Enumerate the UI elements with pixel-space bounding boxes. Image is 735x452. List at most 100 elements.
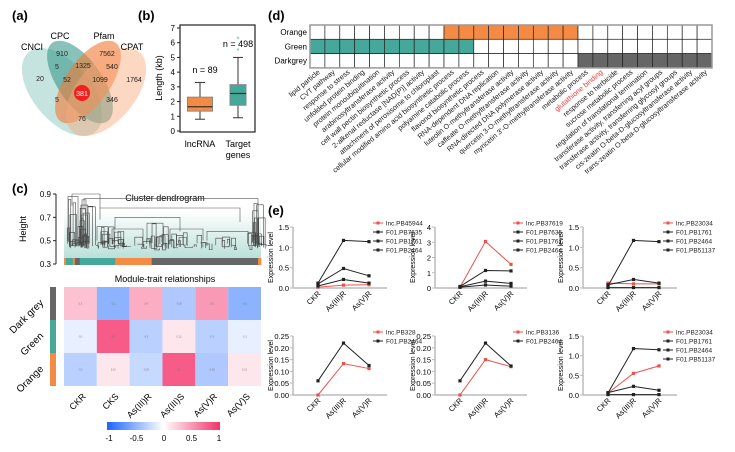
grid-cell [428,24,445,40]
dendrogram-branch [82,234,87,249]
venn-diagram: CNCI CPC Pfam CPAT 910 7562 5 1325 540 20 52 1099 17… [21,31,147,136]
dendrogram-branch [72,202,76,247]
module-color-bar-segment [79,258,116,265]
grid-cell [473,24,490,40]
y-tick-label: 0.10 [416,367,431,376]
grid-cell [413,24,430,40]
data-point [341,283,346,287]
data-point [483,358,488,362]
legend-marker [516,248,520,252]
row-module-color [50,287,56,320]
y-axis-label: Expression level [410,232,417,283]
grid-cell [443,53,460,69]
data-point [367,283,371,287]
x-tick-label: CKR [595,289,613,307]
x-tick-label: CKR [305,396,323,414]
dendrogram-branch [258,217,266,249]
grid-cell [577,53,594,69]
legend-marker [516,339,520,343]
heatmap-cell-value: 0.12 [111,369,116,372]
y-tick-label: 0.15 [416,356,431,365]
series-line [317,239,370,284]
grid-cell [413,38,430,54]
legend-marker [376,248,380,252]
grid-cell [339,53,356,69]
legend-marker [516,239,520,243]
venn-set-label: CNCI [21,42,43,52]
data-point [483,279,488,283]
legend-label: lnc.PB23034 [676,330,713,337]
grid-cell [547,38,564,54]
legend-marker [376,221,380,225]
y-tick-label: 0.7 [40,213,52,222]
heatmap-cell [195,353,229,386]
data-point [509,281,513,286]
grid-cell [384,24,400,40]
grid-cell [354,53,370,69]
grid-cell [652,53,668,69]
venn-set-label: Pfam [93,31,114,41]
row-module-color [50,320,56,353]
y-tick-label: 2 [427,254,431,263]
data-point [367,363,371,368]
x-tick-label: CKR [305,289,323,307]
grid-cell [309,53,326,69]
heatmap-cell [129,287,163,320]
grid-cell [384,53,400,69]
heatmap-cell-value: -0.5 [111,303,116,306]
y-tick-label: 1 [171,112,176,121]
grid-cell [369,53,385,69]
row-label: Orange [280,28,307,37]
y-axis-label: Expression level [410,340,417,391]
x-tick-label: CKR [447,289,465,307]
data-point [367,240,371,244]
legend-marker [666,348,670,352]
heatmap-cell [96,287,130,320]
venn-region-count: 20 [36,76,44,83]
grid-cell [622,53,638,69]
grid-cell [354,24,370,40]
y-tick-label: 0.10 [274,367,289,376]
dendrogram-branch [70,242,76,248]
grid-cell [473,38,490,54]
data-point [316,284,320,288]
column-label: CKS [101,391,121,411]
data-point [458,285,462,289]
grid-cell [324,24,341,40]
data-point [341,238,346,243]
y-axis-label: Expression level [558,232,565,283]
dendrogram-branch [232,244,236,249]
grid-cell [532,38,549,54]
data-point [509,262,513,266]
grid-cell [458,38,475,54]
venn-region-count: 1764 [126,77,142,84]
grid-cell [562,53,579,69]
data-point [631,346,636,351]
dendrogram-branch [255,242,263,246]
y-tick-label: 0.20 [416,344,431,353]
grid-cell [428,53,445,69]
data-point [509,284,513,288]
grid-cell [666,38,683,54]
heatmap-cell-value: -0.35 [176,303,182,306]
data-point [341,362,346,366]
heatmap-cell-value: -0.1 [78,336,83,339]
y-tick-label: 1.5 [279,223,289,232]
grid-cell [681,24,698,40]
x-tick-label: As(V)R [640,396,664,420]
dendrogram-branch [150,235,155,248]
data-point [316,379,320,383]
heatmap-cell-value: 0.12 [176,336,181,339]
module-color-bar-segment [74,258,81,265]
outlier-point: * [237,36,240,43]
x-tick-label: lncRNA [185,139,216,149]
dendrogram-branch [107,238,114,245]
legend-marker [516,230,520,234]
colorbar-tick-label: 0 [162,434,167,443]
heatmap-cell [228,320,261,353]
dendrogram-branch [114,237,122,248]
heatmap-cell [64,353,97,386]
y-axis-label: Expression level [268,232,275,283]
legend-label: F01.PB7635 [386,230,423,237]
